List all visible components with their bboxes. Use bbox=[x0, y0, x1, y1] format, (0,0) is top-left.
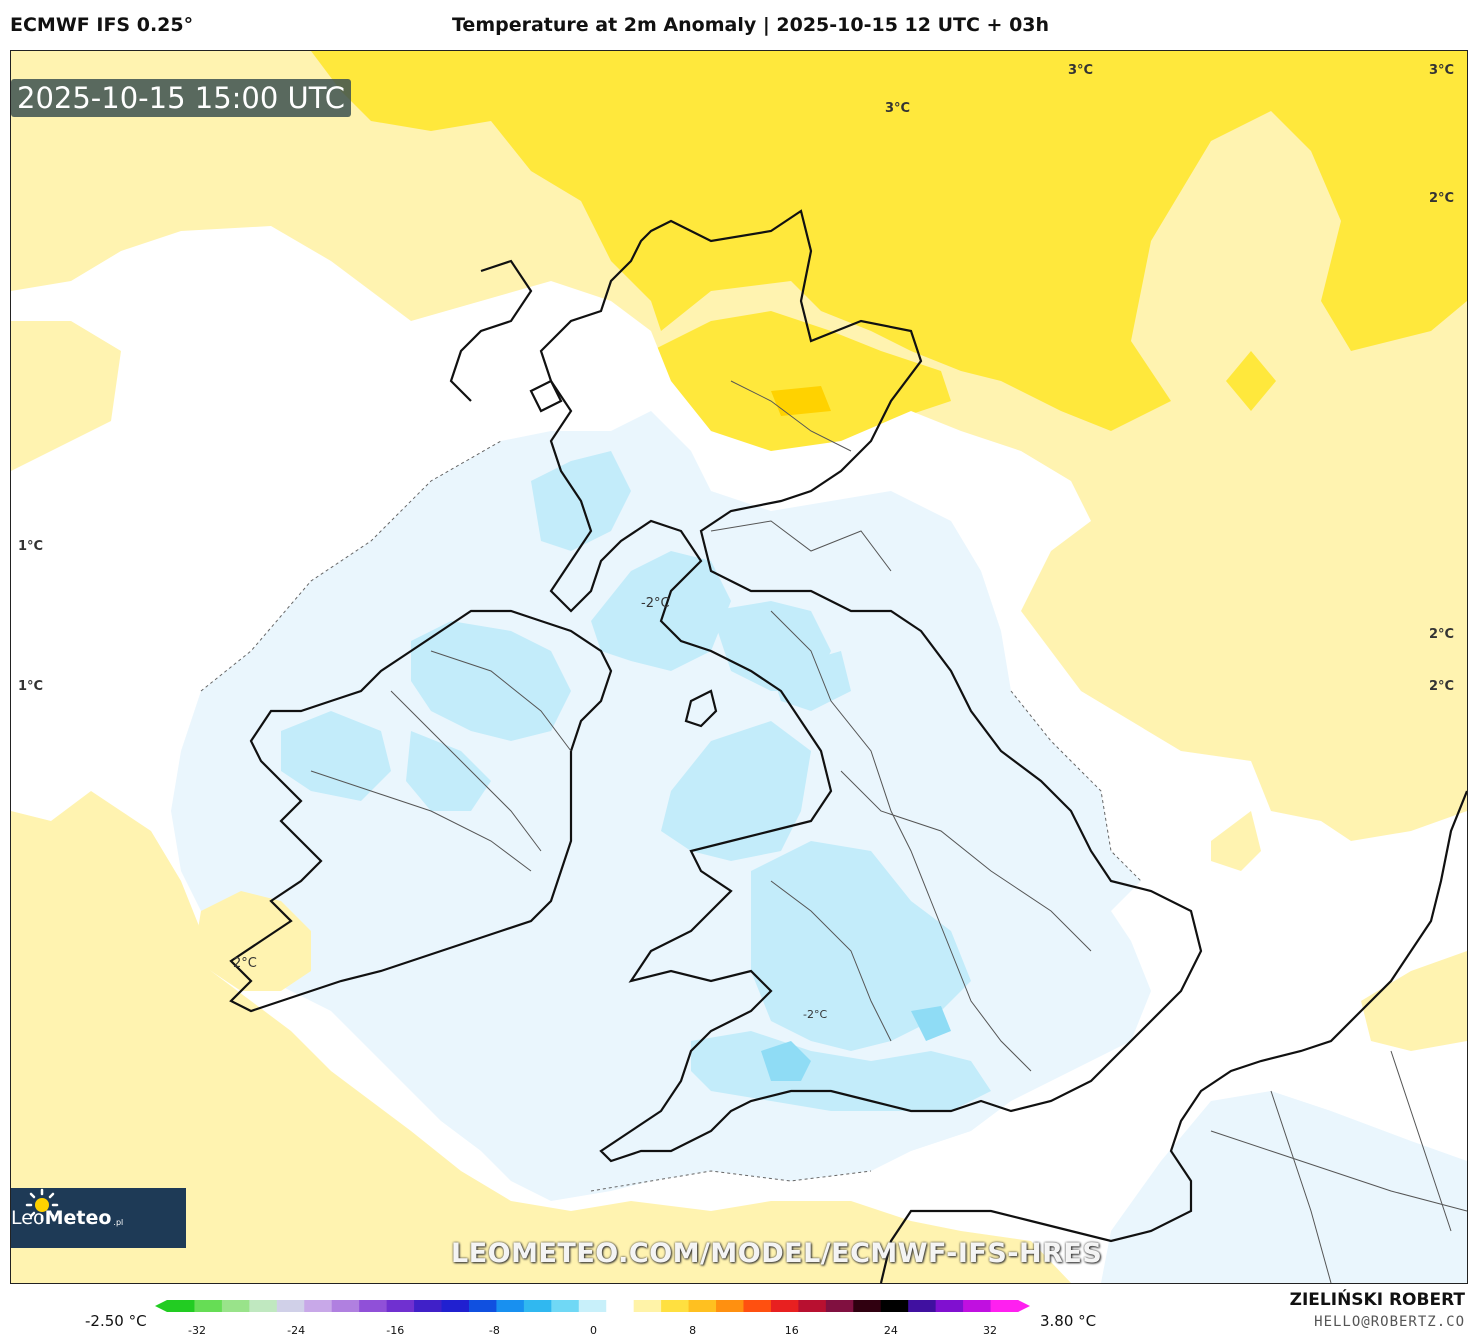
colorbar-min-arrow bbox=[155, 1300, 167, 1312]
colorbar-min-label: -2.50 °C bbox=[85, 1312, 147, 1330]
colorbar-swatch bbox=[825, 1300, 854, 1312]
colorbar-tick-label: -8 bbox=[488, 1324, 500, 1337]
contour-label: 2°C bbox=[1429, 627, 1455, 642]
source-watermark: LEOMETEO.COM/MODEL/ECMWF-IFS-HRES bbox=[451, 1238, 1103, 1269]
logo-text-light: Leo bbox=[11, 1207, 45, 1229]
field-warm-sea bbox=[1211, 811, 1261, 871]
field-cool-continent bbox=[1101, 1091, 1467, 1283]
coastlines bbox=[229, 209, 1467, 1283]
colorbar-swatch bbox=[523, 1300, 552, 1312]
field-cool-wales-mid bbox=[751, 841, 971, 1051]
colorbar-swatch bbox=[414, 1300, 443, 1312]
field-warm-channel bbox=[611, 1221, 751, 1283]
contour-label: 1°C bbox=[18, 679, 44, 694]
leometeo-logo[interactable]: LeoMeteo .pl bbox=[11, 1188, 186, 1248]
colorbar-swatch bbox=[606, 1300, 635, 1312]
colorbar-swatch bbox=[661, 1300, 690, 1312]
colorbar-swatch bbox=[990, 1300, 1019, 1312]
logo-text-bold: Meteo bbox=[44, 1207, 112, 1229]
author-email[interactable]: HELLO@ROBERTZ.CO bbox=[1314, 1314, 1465, 1330]
colorbar-swatch bbox=[880, 1300, 909, 1312]
contour-label: -2°C bbox=[641, 596, 670, 611]
field-warm-spot bbox=[1226, 351, 1276, 411]
timestamp-badge: 2025-10-15 15:00 UTC bbox=[11, 79, 352, 117]
colorbar-swatch bbox=[798, 1300, 827, 1312]
field-warm-scotland bbox=[651, 311, 951, 461]
colorbar bbox=[155, 1300, 1030, 1312]
colorbar-tick-label: -16 bbox=[386, 1324, 405, 1337]
colorbar-swatch bbox=[496, 1300, 525, 1312]
field-cool-galloway bbox=[591, 551, 731, 671]
colorbar-swatch bbox=[331, 1300, 360, 1312]
colorbar-tick-label: 16 bbox=[784, 1324, 799, 1337]
colorbar-swatch bbox=[167, 1300, 195, 1312]
colorbar-swatch bbox=[468, 1300, 497, 1312]
colorbar-tick-label: 24 bbox=[883, 1324, 898, 1337]
colorbar-tick-label: 0 bbox=[590, 1324, 597, 1337]
colorbar-swatch bbox=[963, 1300, 992, 1312]
colorbar-swatch bbox=[359, 1300, 388, 1312]
colorbar-max-label: 3.80 °C bbox=[1040, 1312, 1097, 1330]
contour-label: 1°C bbox=[18, 539, 44, 554]
map-canvas[interactable]: 2025-10-15 15:00 UTC 3°C 3°C 3°C 2°C 1°C… bbox=[10, 50, 1468, 1284]
contour-label: 3°C bbox=[885, 101, 911, 116]
contours bbox=[200, 440, 1142, 1192]
colorbar-swatch bbox=[633, 1300, 662, 1312]
field-cool-midlands bbox=[406, 731, 491, 811]
contour-label: -2°C bbox=[803, 1008, 828, 1021]
field-cold-core bbox=[761, 1041, 811, 1081]
colorbar-swatch bbox=[304, 1300, 333, 1312]
colorbar-swatch bbox=[578, 1300, 607, 1312]
contour-label: 2°C bbox=[1429, 191, 1455, 206]
author-name: ZIELIŃSKI ROBERT bbox=[1289, 1290, 1465, 1310]
colorbar-swatch bbox=[249, 1300, 278, 1312]
colorbar-swatch bbox=[908, 1300, 937, 1312]
colorbar-swatch bbox=[688, 1300, 717, 1312]
field-warm-ne bbox=[311, 51, 1467, 431]
colorbar-max-arrow bbox=[1018, 1300, 1030, 1312]
contour-label: 2°C bbox=[233, 956, 257, 971]
colorbar-swatch bbox=[935, 1300, 964, 1312]
contour-label: 3°C bbox=[1068, 63, 1094, 78]
colorbar-tick-label: -24 bbox=[287, 1324, 306, 1337]
field-cool-pennine bbox=[771, 651, 851, 711]
colorbar-swatch bbox=[716, 1300, 744, 1312]
colorbar-swatch bbox=[743, 1300, 772, 1312]
colorbar-tick-label: -32 bbox=[188, 1324, 206, 1337]
colorbar-swatch bbox=[770, 1300, 799, 1312]
field-cool-connacht bbox=[281, 711, 391, 801]
colorbar-swatch bbox=[551, 1300, 580, 1312]
colorbar-swatch bbox=[441, 1300, 470, 1312]
contour-label: 2°C bbox=[1429, 679, 1455, 694]
colorbar-tick-label: 8 bbox=[689, 1324, 697, 1337]
colorbar-swatch bbox=[221, 1300, 250, 1312]
field-cold-core-2 bbox=[911, 1006, 951, 1041]
colorbar-tick-label: 32 bbox=[983, 1324, 997, 1337]
field-warm-netherlands bbox=[1361, 951, 1467, 1051]
anomaly-map bbox=[11, 51, 1467, 1283]
model-name: ECMWF IFS 0.25° bbox=[10, 14, 194, 36]
field-cool-ulster bbox=[411, 621, 571, 741]
colorbar-swatch bbox=[276, 1300, 305, 1312]
field-warm-core bbox=[771, 386, 831, 416]
admin-borders bbox=[310, 380, 1467, 1283]
sun-icon bbox=[25, 1188, 59, 1222]
colorbar-swatch bbox=[386, 1300, 415, 1312]
contour-label: 3°C bbox=[1429, 63, 1455, 78]
colorbar-swatch bbox=[853, 1300, 882, 1312]
field-warm-kerry bbox=[196, 891, 311, 991]
chart-title: Temperature at 2m Anomaly | 2025-10-15 1… bbox=[452, 14, 1050, 36]
field-cool-irish-sea bbox=[661, 721, 811, 861]
colorbar-swatch bbox=[194, 1300, 223, 1312]
logo-suffix: .pl bbox=[113, 1217, 124, 1227]
